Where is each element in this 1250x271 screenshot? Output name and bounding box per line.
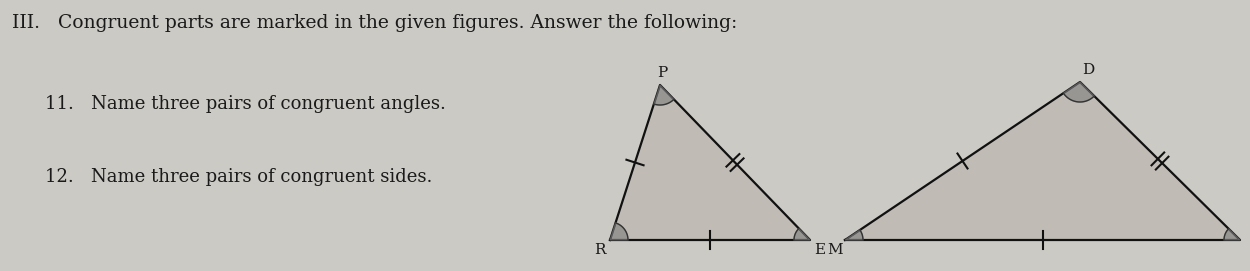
Text: E: E — [815, 243, 825, 257]
Text: III.   Congruent parts are marked in the given figures. Answer the following:: III. Congruent parts are marked in the g… — [12, 14, 738, 32]
Text: R: R — [594, 243, 606, 257]
Polygon shape — [654, 85, 674, 105]
Polygon shape — [610, 223, 628, 240]
Text: M: M — [828, 243, 842, 257]
Text: D: D — [1082, 63, 1094, 77]
Polygon shape — [845, 82, 1240, 240]
Text: 12.   Name three pairs of congruent sides.: 12. Name three pairs of congruent sides. — [45, 168, 432, 186]
Polygon shape — [1224, 229, 1240, 240]
Text: P: P — [658, 66, 668, 80]
Polygon shape — [1064, 82, 1094, 102]
Text: 11.   Name three pairs of congruent angles.: 11. Name three pairs of congruent angles… — [45, 95, 446, 113]
Polygon shape — [610, 85, 810, 240]
Polygon shape — [845, 230, 862, 240]
Polygon shape — [794, 228, 810, 240]
